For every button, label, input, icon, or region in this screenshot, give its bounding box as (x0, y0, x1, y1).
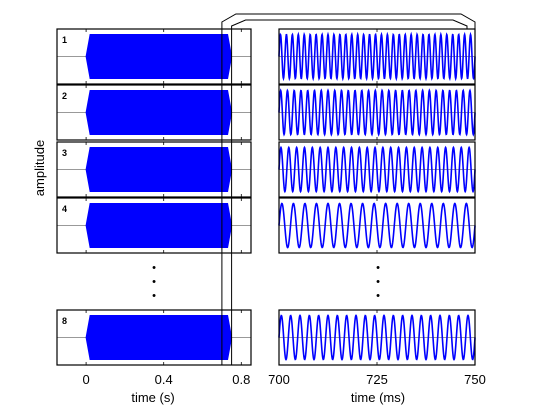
overview-panel-3: 3 (56, 141, 252, 198)
x-tick-label: 0 (82, 372, 89, 387)
waveform-zoom-4 (278, 202, 476, 249)
x-tick-label: 0.8 (232, 372, 250, 387)
x-tick-label: 725 (366, 372, 388, 387)
zoom-bracket-inner (231, 19, 468, 29)
ellipsis-dot: • (376, 276, 380, 288)
overview-panel-8: 8 (56, 309, 252, 366)
overview-column: 1 2 3 4 8 0 0.4 0.8 (56, 28, 252, 387)
ellipsis-dot: • (152, 276, 156, 288)
x-tick-label: 0.4 (155, 372, 173, 387)
panel-label: 8 (62, 316, 67, 326)
waveform-zoom-8 (278, 314, 476, 361)
zoom-bracket-outer (221, 13, 476, 29)
panel-frame (56, 309, 252, 366)
waveform-zoom-3 (278, 145, 476, 194)
panel-label: 3 (62, 148, 67, 158)
zoom-panel-4 (278, 197, 476, 254)
waveform-2 (85, 90, 233, 135)
x-axis-label-left: time (s) (131, 390, 174, 405)
panel-label: 2 (62, 91, 67, 101)
waveform-8 (85, 315, 233, 360)
waveform-zoom-2 (278, 88, 476, 137)
x-axis-label-right: time (ms) (351, 390, 405, 405)
waveform-3 (85, 147, 233, 192)
zoom-panel-8 (278, 309, 476, 366)
zoom-column: 700 725 750 (268, 28, 486, 387)
y-axis-label: amplitude (32, 140, 47, 196)
panel-frame (56, 84, 252, 141)
zoom-connector (221, 13, 476, 365)
panel-frame (56, 141, 252, 198)
waveform-4 (85, 203, 233, 248)
panel-frame (56, 197, 252, 254)
ellipsis-dot: • (376, 290, 380, 302)
panel-label: 4 (62, 204, 67, 214)
x-tick-label: 750 (464, 372, 486, 387)
overview-panel-2: 2 (56, 84, 252, 141)
panel-label: 1 (62, 35, 67, 45)
zoom-panel-2 (278, 84, 476, 141)
ellipsis-dots: • • • • • • (152, 262, 380, 302)
ellipsis-dot: • (152, 290, 156, 302)
zoom-panel-1 (278, 28, 476, 85)
ellipsis-dot: • (152, 262, 156, 274)
waveform-1 (85, 34, 233, 79)
waveform-zoom-1 (278, 31, 476, 82)
zoom-panel-3 (278, 141, 476, 198)
ellipsis-dot: • (376, 262, 380, 274)
x-tick-label: 700 (268, 372, 290, 387)
panel-frame (56, 28, 252, 85)
